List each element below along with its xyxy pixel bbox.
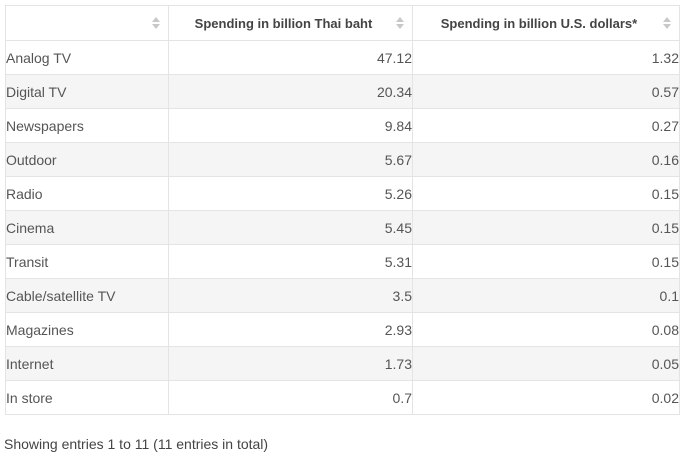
- table-header-row: Spending in billion Thai baht Spending i…: [5, 5, 680, 41]
- table-row: Magazines 2.93 0.08: [5, 312, 680, 347]
- row-label: Transit: [5, 244, 169, 279]
- row-label: Magazines: [5, 312, 169, 347]
- row-value-us-dollars: 0.16: [412, 142, 680, 177]
- row-value-thai-baht: 5.45: [168, 210, 413, 245]
- data-table: Spending in billion Thai baht Spending i…: [5, 5, 680, 415]
- row-label: Radio: [5, 176, 169, 211]
- table-row: Analog TV 47.12 1.32: [5, 40, 680, 75]
- row-value-us-dollars: 0.02: [412, 380, 680, 415]
- table-row: Digital TV 20.34 0.57: [5, 74, 680, 109]
- row-value-thai-baht: 2.93: [168, 312, 413, 347]
- entries-info: Showing entries 1 to 11 (11 entries in t…: [4, 436, 269, 452]
- row-label: Newspapers: [5, 108, 169, 143]
- row-value-us-dollars: 0.1: [412, 278, 680, 313]
- table-row: Radio 5.26 0.15: [5, 176, 680, 211]
- row-value-thai-baht: 3.5: [168, 278, 413, 313]
- row-label: Cable/satellite TV: [5, 278, 169, 313]
- row-value-us-dollars: 1.32: [412, 40, 680, 75]
- row-label: Outdoor: [5, 142, 169, 177]
- row-value-thai-baht: 0.7: [168, 380, 413, 415]
- column-header-us-dollars-text: Spending in billion U.S. dollars*: [440, 15, 638, 31]
- table-row: Transit 5.31 0.15: [5, 244, 680, 279]
- row-label: Analog TV: [5, 40, 169, 75]
- table-row: Cinema 5.45 0.15: [5, 210, 680, 245]
- row-value-thai-baht: 5.67: [168, 142, 413, 177]
- column-header-us-dollars[interactable]: Spending in billion U.S. dollars*: [412, 5, 680, 41]
- row-label: Internet: [5, 346, 169, 381]
- row-label: Cinema: [5, 210, 169, 245]
- sort-icon[interactable]: [152, 17, 160, 29]
- row-value-us-dollars: 0.27: [412, 108, 680, 143]
- row-value-us-dollars: 0.15: [412, 210, 680, 245]
- row-value-thai-baht: 47.12: [168, 40, 413, 75]
- table-row: Cable/satellite TV 3.5 0.1: [5, 278, 680, 313]
- row-label: In store: [5, 380, 169, 415]
- row-value-thai-baht: 1.73: [168, 346, 413, 381]
- column-header-thai-baht-text: Spending in billion Thai baht: [194, 15, 373, 31]
- row-value-thai-baht: 5.31: [168, 244, 413, 279]
- table-row: Internet 1.73 0.05: [5, 346, 680, 381]
- column-header-thai-baht[interactable]: Spending in billion Thai baht: [168, 5, 413, 41]
- column-header-label[interactable]: [5, 5, 169, 41]
- row-value-us-dollars: 0.08: [412, 312, 680, 347]
- sort-icon[interactable]: [663, 17, 671, 29]
- row-value-thai-baht: 20.34: [168, 74, 413, 109]
- row-value-thai-baht: 9.84: [168, 108, 413, 143]
- table-row: Newspapers 9.84 0.27: [5, 108, 680, 143]
- sort-icon[interactable]: [396, 17, 404, 29]
- row-value-thai-baht: 5.26: [168, 176, 413, 211]
- table-row: Outdoor 5.67 0.16: [5, 142, 680, 177]
- row-value-us-dollars: 0.05: [412, 346, 680, 381]
- table-row: In store 0.7 0.02: [5, 380, 680, 415]
- row-label: Digital TV: [5, 74, 169, 109]
- table-body: Analog TV 47.12 1.32 Digital TV 20.34 0.57 New…: [5, 40, 680, 415]
- row-value-us-dollars: 0.15: [412, 244, 680, 279]
- row-value-us-dollars: 0.15: [412, 176, 680, 211]
- row-value-us-dollars: 0.57: [412, 74, 680, 109]
